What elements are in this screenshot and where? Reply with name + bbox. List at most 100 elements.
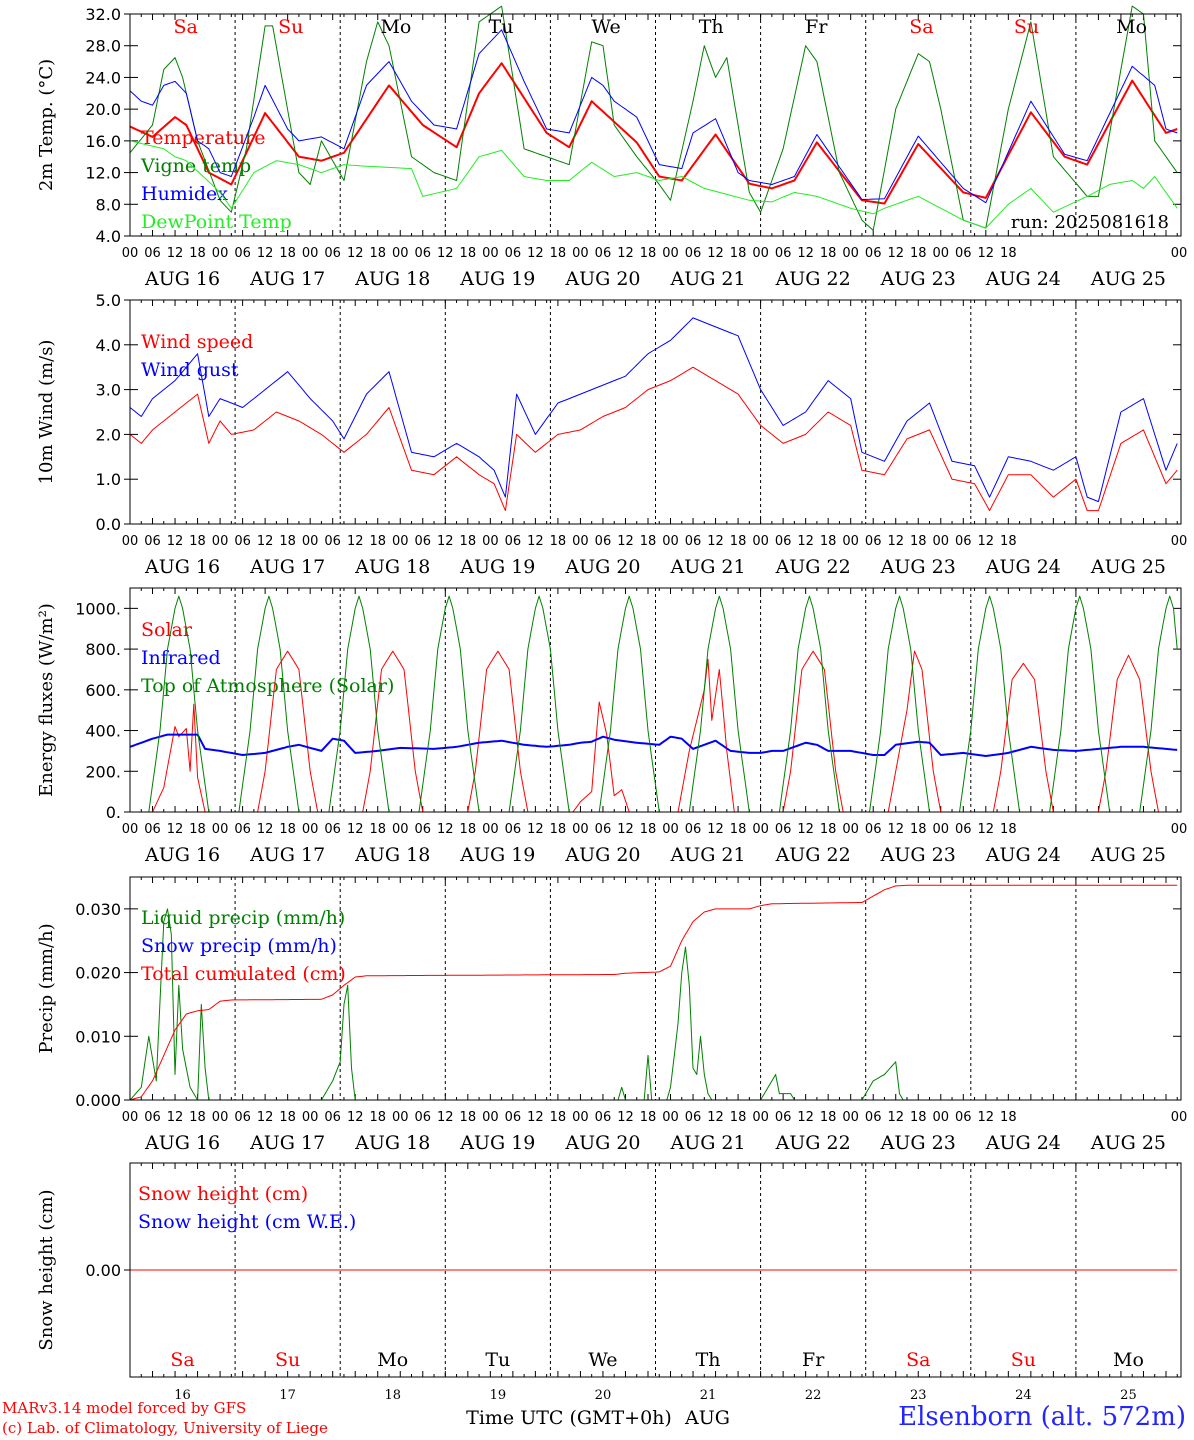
series-wind-speed [129, 366, 1178, 512]
hour-label: 00 [662, 534, 679, 549]
hour-label: 12 [167, 822, 184, 837]
y-axis-label: 10m Wind (m/s) [36, 340, 57, 485]
hour-label: 12 [887, 534, 904, 549]
day-label: AUG 22 [775, 844, 851, 866]
hour-label: 18 [640, 1110, 657, 1125]
hour-label: 00 [482, 822, 499, 837]
weekday-label: Fr [802, 1349, 825, 1371]
hour-label: 18 [189, 534, 206, 549]
weekday-label: Su [278, 16, 303, 38]
y-tick-label: 8.0 [96, 195, 121, 214]
hour-label: 12 [887, 822, 904, 837]
hour-label: 12 [887, 246, 904, 261]
hour-label: 06 [595, 1110, 612, 1125]
day-label: AUG 21 [669, 268, 745, 290]
hour-label: 00 [122, 534, 139, 549]
day-label: AUG 21 [669, 844, 745, 866]
hour-label: 06 [415, 1110, 432, 1125]
hour-label: 06 [144, 1110, 161, 1125]
hour-label: 12 [257, 246, 274, 261]
legend-entry: Vigne temp [140, 155, 251, 177]
hour-label: 00 [752, 534, 769, 549]
hour-label: 18 [369, 822, 386, 837]
hour-label: 12 [347, 1110, 364, 1125]
hour-label: 18 [820, 534, 837, 549]
day-label: AUG 24 [985, 844, 1061, 866]
hour-label: 06 [955, 534, 972, 549]
hour-label: 06 [595, 822, 612, 837]
hour-label: 18 [1000, 246, 1017, 261]
hour-label: 00 [932, 246, 949, 261]
hour-label: 12 [978, 246, 995, 261]
weekday-label: Tu [489, 16, 514, 38]
hour-label: 00 [752, 1110, 769, 1125]
hour-label: 06 [775, 1110, 792, 1125]
hour-label: 18 [910, 1110, 927, 1125]
day-label: AUG 19 [459, 556, 535, 578]
y-tick-label: 600. [85, 681, 121, 700]
day-number-label: 17 [279, 1388, 296, 1403]
hour-label: 18 [820, 1110, 837, 1125]
weekday-label: Th [696, 1349, 721, 1371]
hour-label: 12 [797, 1110, 814, 1125]
hour-label: 06 [865, 534, 882, 549]
hour-label: 00 [482, 534, 499, 549]
legend-entry: Total cumulated (cm) [141, 963, 346, 985]
weekday-label: Mo [1113, 1349, 1144, 1371]
hour-label: 06 [234, 1110, 251, 1125]
hour-label: 12 [437, 534, 454, 549]
hour-label: 06 [415, 534, 432, 549]
y-tick-label: 3.0 [96, 381, 121, 400]
hour-label: 18 [279, 534, 296, 549]
weekday-label: We [588, 1349, 617, 1371]
y-tick-label: 24.0 [85, 68, 121, 87]
hour-label: 12 [797, 246, 814, 261]
hour-label: 06 [324, 246, 341, 261]
hour-label: 12 [527, 246, 544, 261]
y-tick-label: 0. [106, 803, 121, 822]
hour-label: 06 [685, 822, 702, 837]
hour-label: 06 [324, 822, 341, 837]
day-number-label: 22 [805, 1388, 822, 1403]
day-label: AUG 18 [354, 1132, 430, 1154]
y-tick-label: 1000. [75, 599, 121, 618]
hour-label: 00 [212, 822, 229, 837]
y-tick-label: 1.0 [96, 470, 121, 489]
hour-label: 18 [189, 822, 206, 837]
y-tick-label: 5.0 [96, 291, 121, 310]
day-label: AUG 22 [775, 556, 851, 578]
y-tick-label: 28.0 [85, 37, 121, 56]
hour-label: 00 [572, 534, 589, 549]
hour-label: 00 [842, 534, 859, 549]
y-tick-label: 2.0 [96, 425, 121, 444]
day-label: AUG 16 [144, 1132, 220, 1154]
plot-frame [129, 299, 1182, 525]
panel-wind: 0.0 1.0 2.0 3.0 4.0 5.0 10m Wind (m/s) Wind spe… [36, 291, 1187, 578]
hour-label: 06 [505, 246, 522, 261]
weekday-label: Mo [380, 16, 411, 38]
hour-label: 06 [324, 534, 341, 549]
day-number-label: 20 [595, 1388, 612, 1403]
day-label: AUG 20 [564, 556, 640, 578]
y-tick-label: 400. [85, 722, 121, 741]
hour-label: 06 [415, 246, 432, 261]
hour-label: 00 [392, 534, 409, 549]
weekday-label: We [591, 16, 620, 38]
hour-label: 18 [910, 534, 927, 549]
day-number-label: 25 [1120, 1388, 1137, 1403]
legend-entry: Snow precip (mm/h) [141, 935, 337, 957]
hour-label: 18 [1000, 822, 1017, 837]
day-label: AUG 22 [775, 268, 851, 290]
hour-label: 06 [415, 822, 432, 837]
hour-label: 06 [144, 534, 161, 549]
weekday-label: Sa [906, 1349, 930, 1371]
hour-label: 18 [279, 822, 296, 837]
day-label: AUG 16 [144, 844, 220, 866]
day-label: AUG 20 [564, 844, 640, 866]
hour-label: 12 [707, 1110, 724, 1125]
hour-label: 18 [640, 246, 657, 261]
hour-label: 18 [369, 534, 386, 549]
hour-label: 12 [617, 1110, 634, 1125]
y-tick-label: 0.00 [85, 1261, 121, 1280]
